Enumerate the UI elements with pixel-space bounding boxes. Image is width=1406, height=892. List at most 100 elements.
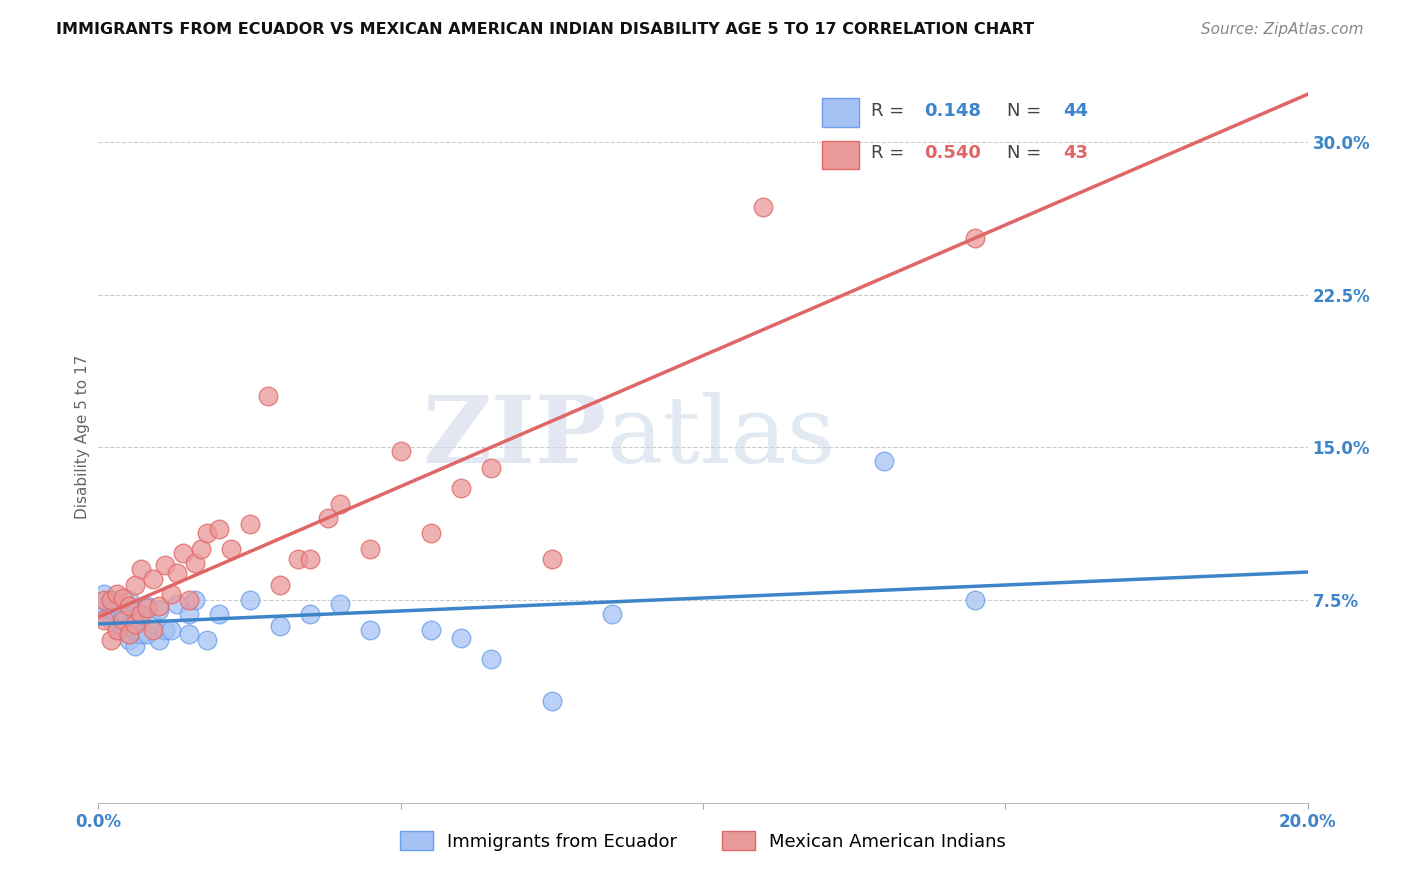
Point	[184, 592, 207, 607]
FancyBboxPatch shape	[821, 141, 859, 169]
Point	[540, 552, 562, 566]
Text: 44: 44	[1063, 103, 1088, 120]
Point	[360, 623, 382, 637]
Point	[329, 497, 352, 511]
Point	[129, 607, 152, 621]
Point	[118, 599, 141, 613]
Point	[129, 607, 152, 621]
Point	[93, 592, 115, 607]
Point	[184, 556, 207, 570]
Point	[179, 627, 201, 641]
Point	[129, 562, 152, 576]
Point	[179, 607, 201, 621]
Point	[540, 694, 562, 708]
Point	[93, 586, 115, 600]
Point	[179, 592, 201, 607]
Point	[124, 578, 146, 592]
Text: Source: ZipAtlas.com: Source: ZipAtlas.com	[1201, 22, 1364, 37]
Point	[100, 592, 122, 607]
Point	[111, 605, 134, 619]
Point	[124, 605, 146, 619]
Point	[602, 607, 624, 621]
Text: N =: N =	[1007, 145, 1047, 162]
FancyBboxPatch shape	[821, 98, 859, 127]
Point	[153, 623, 176, 637]
Point	[118, 627, 141, 641]
Point	[153, 558, 176, 573]
Point	[129, 627, 152, 641]
Point	[100, 633, 122, 648]
Point	[269, 578, 291, 592]
Point	[299, 552, 322, 566]
Point	[105, 623, 128, 637]
Point	[148, 633, 170, 648]
Point	[420, 525, 443, 540]
Point	[93, 607, 115, 621]
Point	[93, 599, 115, 613]
Point	[481, 460, 503, 475]
Point	[118, 633, 141, 648]
Point	[873, 454, 896, 468]
Point	[166, 597, 188, 611]
Text: ZIP: ZIP	[422, 392, 606, 482]
Y-axis label: Disability Age 5 to 17: Disability Age 5 to 17	[75, 355, 90, 519]
Point	[965, 592, 987, 607]
Point	[93, 613, 115, 627]
Text: R =: R =	[872, 145, 910, 162]
Point	[420, 623, 443, 637]
Text: 0.148: 0.148	[924, 103, 981, 120]
Point	[105, 608, 128, 623]
Point	[239, 592, 262, 607]
Point	[316, 511, 339, 525]
Point	[160, 623, 183, 637]
Point	[450, 481, 472, 495]
Point	[329, 597, 352, 611]
Point	[148, 603, 170, 617]
Text: 43: 43	[1063, 145, 1088, 162]
Point	[135, 600, 157, 615]
Point	[287, 552, 309, 566]
Point	[195, 525, 218, 540]
Point	[100, 613, 122, 627]
Point	[124, 623, 146, 637]
Point	[965, 231, 987, 245]
Point	[100, 592, 122, 607]
Point	[299, 607, 322, 621]
Point	[111, 619, 134, 633]
Point	[269, 619, 291, 633]
Point	[142, 572, 165, 586]
Point	[124, 617, 146, 632]
Point	[481, 651, 503, 665]
Point	[124, 640, 146, 654]
Point	[148, 599, 170, 613]
Point	[105, 595, 128, 609]
Point	[142, 617, 165, 632]
Text: R =: R =	[872, 103, 910, 120]
Point	[118, 619, 141, 633]
Point	[450, 632, 472, 646]
Point	[135, 599, 157, 613]
Point	[111, 613, 134, 627]
Point	[160, 586, 183, 600]
Text: N =: N =	[1007, 103, 1047, 120]
Legend: Immigrants from Ecuador, Mexican American Indians: Immigrants from Ecuador, Mexican America…	[391, 822, 1015, 860]
Point	[208, 521, 231, 535]
Text: atlas: atlas	[606, 392, 835, 482]
Text: IMMIGRANTS FROM ECUADOR VS MEXICAN AMERICAN INDIAN DISABILITY AGE 5 TO 17 CORREL: IMMIGRANTS FROM ECUADOR VS MEXICAN AMERI…	[56, 22, 1035, 37]
Point	[166, 566, 188, 581]
Point	[239, 517, 262, 532]
Point	[100, 603, 122, 617]
Point	[172, 546, 194, 560]
Point	[190, 541, 212, 556]
Point	[360, 541, 382, 556]
Point	[256, 389, 278, 403]
Point	[118, 592, 141, 607]
Point	[389, 444, 412, 458]
Point	[195, 633, 218, 648]
Text: 0.540: 0.540	[924, 145, 980, 162]
Point	[142, 623, 165, 637]
Point	[105, 623, 128, 637]
Point	[111, 591, 134, 605]
Point	[105, 586, 128, 600]
Point	[135, 627, 157, 641]
